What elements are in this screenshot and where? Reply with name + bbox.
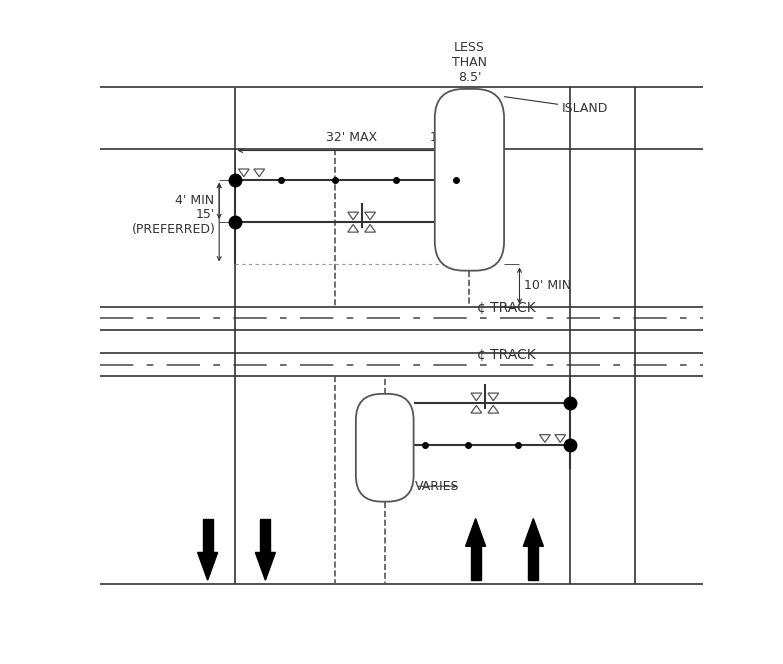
Text: VARIES: VARIES (415, 479, 460, 493)
Polygon shape (239, 169, 249, 177)
Text: ISLAND: ISLAND (562, 102, 608, 115)
Text: 10' MIN: 10' MIN (524, 279, 572, 292)
Polygon shape (197, 552, 218, 580)
Polygon shape (523, 519, 543, 546)
Polygon shape (348, 224, 359, 232)
Polygon shape (348, 212, 359, 220)
Polygon shape (203, 519, 213, 552)
Polygon shape (471, 546, 481, 580)
Polygon shape (365, 212, 376, 220)
Text: 15'
(PREFERRED): 15' (PREFERRED) (132, 208, 215, 236)
Text: 32' MAX: 32' MAX (326, 131, 377, 144)
Polygon shape (466, 519, 485, 546)
Polygon shape (254, 169, 265, 177)
Text: ¢ TRACK: ¢ TRACK (477, 301, 536, 315)
Polygon shape (255, 552, 276, 580)
Polygon shape (261, 519, 270, 552)
Polygon shape (471, 406, 482, 413)
FancyBboxPatch shape (435, 89, 504, 271)
Text: 1' MAX: 1' MAX (430, 131, 473, 144)
Polygon shape (539, 435, 550, 442)
FancyBboxPatch shape (355, 394, 413, 501)
Polygon shape (471, 393, 482, 401)
Polygon shape (555, 435, 565, 442)
Text: ¢ TRACK: ¢ TRACK (477, 347, 536, 361)
Polygon shape (488, 393, 499, 401)
Polygon shape (529, 546, 539, 580)
Polygon shape (488, 406, 499, 413)
Text: 4' MIN: 4' MIN (175, 195, 215, 207)
Polygon shape (365, 224, 376, 232)
Text: LESS
THAN
8.5': LESS THAN 8.5' (452, 41, 487, 84)
